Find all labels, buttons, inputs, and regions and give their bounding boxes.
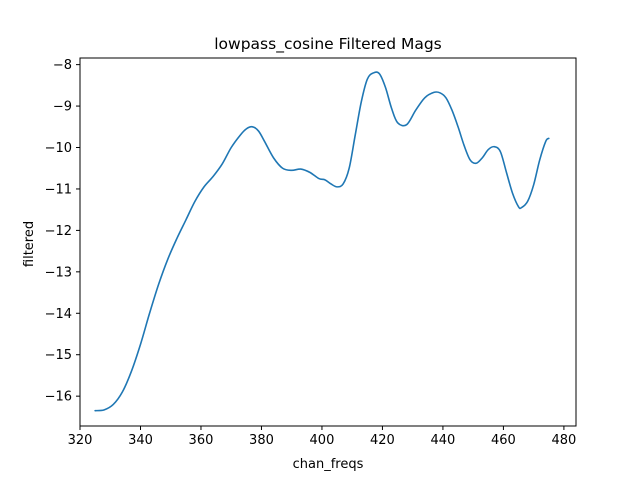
y-tick-label: −15 (45, 348, 72, 363)
y-tick-label: −9 (53, 100, 72, 115)
y-tick-label: −8 (53, 58, 72, 73)
x-tick-label: 400 (310, 433, 335, 448)
x-tick-label: 480 (551, 433, 576, 448)
y-tick-label: −12 (45, 224, 72, 239)
x-tick-label: 460 (491, 433, 516, 448)
plot-area (94, 71, 550, 412)
x-axis: 320 340 360 380 400 420 440 460 480 (68, 426, 576, 448)
chart-title: lowpass_cosine Filtered Mags (214, 35, 442, 54)
x-tick-label: 420 (370, 433, 395, 448)
y-tick-label: −11 (45, 182, 72, 197)
x-tick-label: 320 (68, 433, 93, 448)
x-tick-label: 380 (249, 433, 274, 448)
y-tick-label: −10 (45, 141, 72, 156)
y-tick-label: −14 (45, 307, 72, 322)
series-line (94, 71, 550, 412)
x-tick-label: 440 (431, 433, 456, 448)
x-tick-label: 340 (128, 433, 153, 448)
x-tick-label: 360 (189, 433, 214, 448)
y-tick-label: −13 (45, 265, 72, 280)
y-tick-label: −16 (45, 390, 72, 405)
x-axis-label: chan_freqs (293, 457, 364, 472)
axes-frame (79, 57, 577, 427)
y-axis: −16 −15 −14 −13 −12 −11 −10 −9 −8 (45, 58, 80, 405)
y-axis-label: filtered (22, 221, 37, 267)
